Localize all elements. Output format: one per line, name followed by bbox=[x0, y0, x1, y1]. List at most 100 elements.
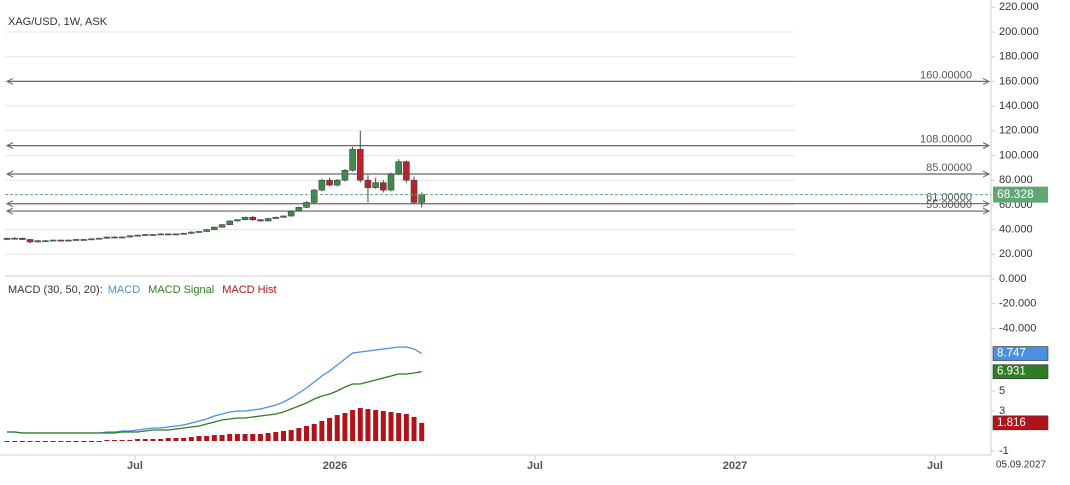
candle-body bbox=[418, 194, 426, 203]
hist-bar bbox=[88, 441, 94, 442]
candle-body bbox=[172, 233, 180, 236]
y-tick-label: -1 bbox=[999, 445, 1009, 457]
candle-body bbox=[403, 161, 410, 181]
candle-body bbox=[80, 239, 88, 241]
candle-body bbox=[118, 236, 126, 239]
y-tick-label: 220.000 bbox=[999, 1, 1039, 13]
level-label: 160.00000 bbox=[920, 69, 972, 81]
candle-body bbox=[134, 234, 141, 237]
candle-body bbox=[356, 149, 364, 181]
hist-bar bbox=[96, 441, 102, 442]
hist-bar bbox=[81, 441, 87, 442]
candle-body bbox=[195, 231, 203, 233]
y-tick-label: 0.000 bbox=[999, 273, 1027, 285]
hist-bar bbox=[27, 441, 33, 442]
hist-bar bbox=[50, 441, 56, 442]
hist-bar bbox=[35, 441, 41, 442]
plot: -40.000-20.0000.00020.00040.00060.00080.… bbox=[3, 1, 1049, 472]
candle-body bbox=[157, 233, 164, 236]
hist-bar bbox=[73, 441, 79, 442]
hist-bar bbox=[327, 418, 333, 441]
hist-bar bbox=[273, 432, 279, 441]
last-price-box bbox=[993, 186, 1048, 203]
hist-bar bbox=[196, 436, 202, 441]
y-tick-label: 40.000 bbox=[999, 224, 1033, 236]
hist-bar bbox=[227, 434, 233, 441]
hist-bar bbox=[365, 409, 371, 441]
hist-bar bbox=[311, 424, 317, 441]
hist-bar bbox=[242, 434, 248, 441]
candle-body bbox=[318, 179, 326, 191]
hist-bar bbox=[104, 440, 110, 441]
candle-body bbox=[326, 179, 333, 186]
cursor-date: 05.09.2027 bbox=[996, 460, 1046, 471]
candle-body bbox=[287, 210, 295, 217]
y-tick-label: 3 bbox=[999, 405, 1005, 417]
last-value-label: 8.747 bbox=[997, 348, 1026, 360]
candle-body bbox=[111, 236, 118, 239]
level-label: 108.00000 bbox=[920, 134, 972, 146]
candle-body bbox=[264, 218, 272, 222]
hist-bar bbox=[304, 426, 310, 441]
hist-bar bbox=[65, 441, 71, 442]
candle-body bbox=[380, 182, 387, 191]
y-tick-label: 100.000 bbox=[999, 149, 1039, 161]
last-value-label: 1.816 bbox=[997, 417, 1026, 429]
candle-body bbox=[410, 179, 418, 203]
legend-entry: MACD Hist bbox=[222, 284, 276, 296]
candle-body bbox=[257, 219, 264, 222]
last-value-box bbox=[992, 415, 1049, 431]
y-tick-label: 160.000 bbox=[999, 75, 1039, 87]
hist-bar bbox=[58, 441, 64, 442]
hist-bar bbox=[12, 441, 18, 442]
hist-bar bbox=[19, 441, 25, 442]
candle-body bbox=[303, 202, 310, 208]
candle-body bbox=[141, 234, 149, 236]
x-tick-label: Jul bbox=[527, 460, 543, 472]
hist-bar bbox=[319, 421, 325, 441]
candle-body bbox=[149, 234, 157, 236]
hist-bar bbox=[350, 410, 356, 441]
last-value-label: 6.931 bbox=[997, 366, 1026, 378]
last-value-box bbox=[992, 346, 1049, 361]
candle-body bbox=[188, 231, 195, 234]
level-label: 55.00000 bbox=[926, 199, 972, 211]
hist-bar bbox=[388, 412, 394, 441]
hist-bar bbox=[204, 436, 210, 441]
candle-body bbox=[26, 239, 34, 243]
indicator-title: MACD (30, 50, 20): bbox=[8, 284, 103, 296]
candle-body bbox=[180, 233, 187, 235]
candle-body bbox=[241, 216, 249, 221]
candle-body bbox=[364, 179, 372, 188]
y-tick-label: -20.000 bbox=[999, 298, 1036, 310]
hist-bar bbox=[419, 422, 425, 441]
candle-body bbox=[57, 239, 65, 242]
candle-body bbox=[310, 189, 318, 203]
candle-body bbox=[218, 224, 226, 228]
hist-bar bbox=[257, 434, 263, 441]
candle-body bbox=[42, 240, 49, 243]
candle-body bbox=[387, 173, 395, 191]
hist-bar bbox=[165, 438, 171, 441]
hist-bar bbox=[219, 435, 225, 441]
hist-bar bbox=[119, 440, 125, 441]
hist-bar bbox=[342, 413, 348, 441]
hist-bar bbox=[288, 430, 294, 441]
last-price-label: 68.328 bbox=[997, 187, 1034, 201]
candle-body bbox=[234, 219, 241, 222]
hist-bar bbox=[135, 439, 141, 441]
candle-body bbox=[295, 207, 303, 212]
y-tick-label: 120.000 bbox=[999, 125, 1039, 137]
hist-bar bbox=[112, 440, 118, 441]
hist-bar bbox=[334, 415, 340, 441]
candle-body bbox=[226, 220, 234, 225]
hist-bar bbox=[411, 417, 417, 441]
candle-body bbox=[164, 233, 172, 236]
hist-bar bbox=[403, 414, 409, 441]
hist-bar bbox=[296, 428, 302, 441]
hist-bar bbox=[234, 434, 240, 441]
y-tick-label: -40.000 bbox=[999, 322, 1036, 334]
candle-body bbox=[19, 237, 26, 240]
candle-body bbox=[49, 239, 57, 242]
